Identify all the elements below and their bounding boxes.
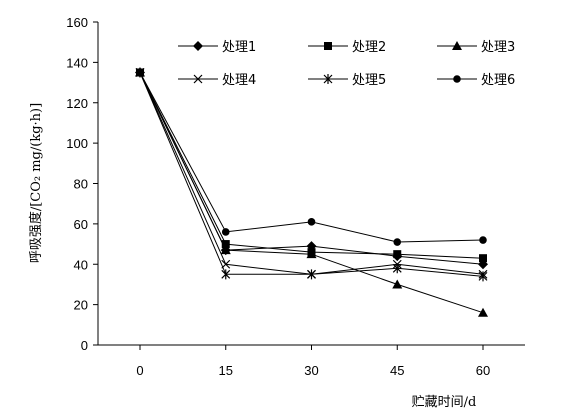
data-point-series-2 (221, 240, 230, 249)
legend: 处理1 处理2 处理3 处理4 处理5 处理6 (178, 40, 515, 88)
data-point-series-6 (479, 236, 487, 244)
x-tick-label: 60 (476, 363, 490, 378)
data-point-series-3 (306, 249, 317, 259)
legend-label: 处理1 (222, 40, 256, 55)
legend-label: 处理2 (352, 40, 386, 55)
legend-marker (193, 74, 203, 84)
legend-marker (323, 74, 333, 84)
y-tick-label: 140 (66, 55, 88, 70)
data-point-series-2 (479, 254, 487, 263)
y-tick-label: 120 (66, 96, 88, 111)
data-point-series-6 (221, 228, 230, 236)
legend-marker (324, 42, 332, 50)
data-point-series-3 (220, 245, 231, 255)
data-point-series-5 (221, 269, 231, 280)
legend-marker (452, 41, 462, 50)
y-tick-label: 80 (74, 177, 88, 192)
legend-marker (453, 75, 461, 83)
x-axis-title: 贮藏时间/d (412, 395, 477, 410)
legend-label: 处理5 (352, 73, 386, 88)
x-tick-label: 30 (304, 363, 318, 378)
series-markers (135, 67, 488, 317)
y-axis-title: 呼吸强度/[CO₂ mg/(kg·h)] (28, 103, 44, 263)
series-line-6 (139, 72, 484, 243)
axes: 0 20 40 60 80 100 120 140 160 0 15 30 45 60 (66, 15, 525, 378)
data-point-series-3 (478, 307, 488, 317)
y-tick-label: 100 (66, 136, 88, 151)
y-tick-label: 20 (74, 298, 88, 313)
data-point-series-5 (478, 271, 488, 282)
y-tick-label: 160 (66, 15, 88, 30)
data-point-series-6 (136, 68, 144, 77)
data-point-series-5 (307, 269, 316, 280)
legend-label: 处理6 (481, 73, 515, 88)
data-point-series-6 (307, 218, 316, 226)
legend-label: 处理4 (222, 73, 256, 88)
series-line-2 (139, 72, 484, 259)
data-point-series-3 (392, 279, 403, 289)
legend-marker (193, 41, 203, 51)
x-tick-label: 15 (219, 363, 233, 378)
legend-label: 处理3 (481, 40, 515, 55)
data-point-series-4 (221, 259, 231, 269)
y-tick-label: 40 (74, 257, 88, 272)
data-point-series-5 (392, 263, 402, 274)
y-tick-label: 0 (81, 338, 88, 353)
data-point-series-2 (393, 250, 402, 259)
x-tick-label: 45 (390, 363, 404, 378)
x-tick-label: 0 (136, 363, 143, 378)
data-point-series-6 (393, 238, 402, 246)
y-tick-label: 60 (74, 217, 88, 232)
